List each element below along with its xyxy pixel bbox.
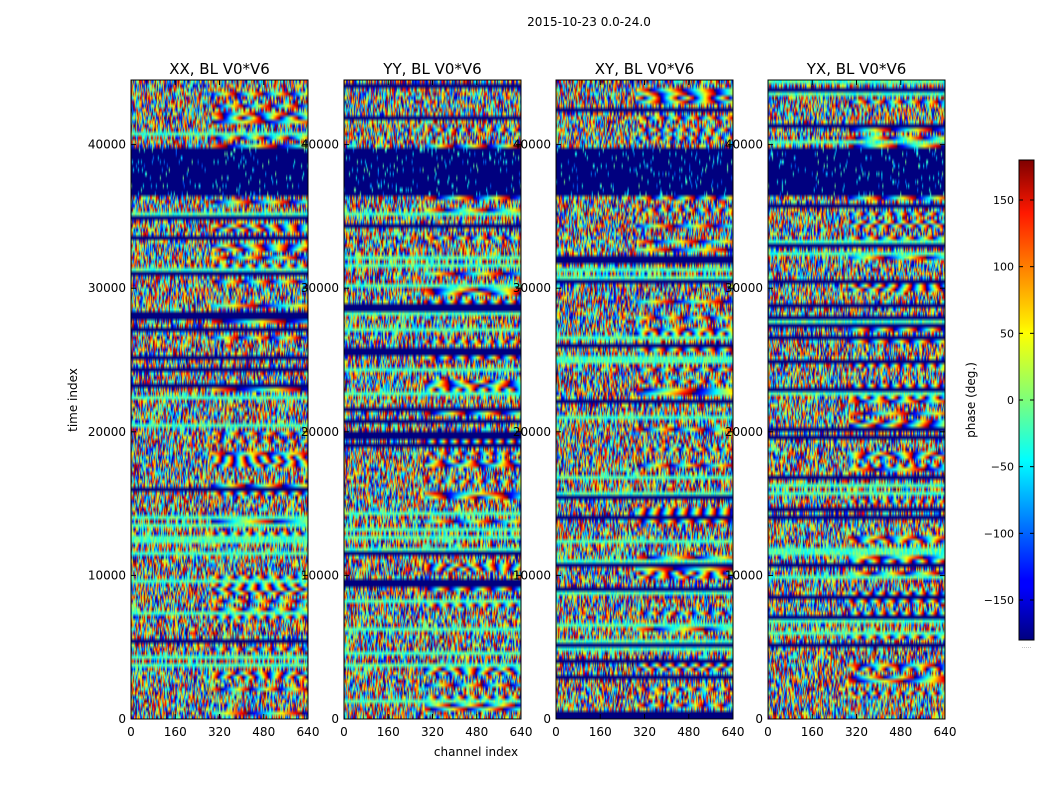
y-tick-label: 20000 — [301, 425, 339, 439]
y-tick-label: 30000 — [301, 281, 339, 295]
y-tick-label: 30000 — [513, 281, 551, 295]
y-tick-label: 40000 — [725, 138, 763, 152]
figure-suptitle: 2015-10-23 0.0-24.0 — [527, 15, 651, 29]
colorbar-tick-label: −150 — [984, 594, 1014, 607]
colorbar-tick-label: −50 — [991, 461, 1014, 474]
panel-title: YY, BL V0*V6 — [382, 60, 481, 78]
x-tick-label: 320 — [633, 725, 656, 739]
y-tick-label: 10000 — [301, 568, 339, 582]
y-tick-label: 20000 — [725, 425, 763, 439]
panel-title: XX, BL V0*V6 — [169, 60, 270, 78]
x-tick-label: 0 — [552, 725, 560, 739]
colorbar-tick-label: 100 — [993, 261, 1014, 274]
x-tick-label: 160 — [377, 725, 400, 739]
y-tick-label: 0 — [118, 712, 126, 726]
y-tick-label: 40000 — [301, 138, 339, 152]
y-tick-label: 10000 — [725, 568, 763, 582]
x-tick-label: 320 — [421, 725, 444, 739]
y-tick-label: 40000 — [88, 138, 126, 152]
x-tick-label: 480 — [465, 725, 488, 739]
y-axis-label: time index — [66, 368, 80, 432]
heatmap-xx — [131, 80, 308, 719]
colorbar-tick-label: −100 — [984, 527, 1014, 540]
x-tick-label: 160 — [801, 725, 824, 739]
x-tick-label: 480 — [889, 725, 912, 739]
colorbar-tick-label: 150 — [993, 194, 1014, 207]
panel-yy: YY, BL V0*V6 0 160 320 480 640 0 10000 20000 3000… — [301, 60, 533, 739]
x-tick-label: 640 — [722, 725, 745, 739]
x-axis-label: channel index — [434, 745, 518, 759]
x-tick-label: 320 — [208, 725, 231, 739]
x-tick-label: 0 — [764, 725, 772, 739]
colorbar-extra-label: ..... — [1022, 643, 1032, 650]
colorbar-tick-label: 0 — [1007, 394, 1014, 407]
x-tick-label: 0 — [127, 725, 135, 739]
heatmap-yx — [768, 80, 945, 719]
x-tick-label: 640 — [934, 725, 957, 739]
colorbar-tick-label: 50 — [1000, 327, 1014, 340]
x-tick-label: 160 — [589, 725, 612, 739]
heatmap-xy — [556, 80, 733, 719]
y-tick-label: 0 — [543, 712, 551, 726]
x-tick-label: 0 — [340, 725, 348, 739]
x-tick-label: 320 — [845, 725, 868, 739]
heatmap-yy — [344, 80, 521, 719]
panel-xy: XY, BL V0*V6 0 160 320 480 640 0 10000 20000 3000… — [513, 60, 745, 739]
y-tick-label: 0 — [755, 712, 763, 726]
x-tick-label: 640 — [297, 725, 320, 739]
y-tick-label: 0 — [331, 712, 339, 726]
panel-xx: XX, BL V0*V6 0 160 320 480 640 0 10000 20000 3000… — [88, 60, 320, 739]
y-tick-label: 20000 — [88, 425, 126, 439]
x-tick-label: 160 — [164, 725, 187, 739]
y-tick-label: 30000 — [88, 281, 126, 295]
panel-title: XY, BL V0*V6 — [595, 60, 695, 78]
y-tick-label: 10000 — [88, 568, 126, 582]
panel-yx: YX, BL V0*V6 0 160 320 480 640 0 10000 20000 3000… — [725, 60, 957, 739]
x-tick-label: 480 — [677, 725, 700, 739]
x-tick-label: 480 — [252, 725, 275, 739]
colorbar: 150 100 50 0 −50 −100 −150 phase (deg.)..... — [964, 159, 1035, 650]
x-tick-label: 640 — [510, 725, 533, 739]
y-tick-label: 20000 — [513, 425, 551, 439]
y-tick-label: 40000 — [513, 138, 551, 152]
y-tick-label: 10000 — [513, 568, 551, 582]
panel-title: YX, BL V0*V6 — [806, 60, 907, 78]
colorbar-label: phase (deg.) — [964, 362, 978, 438]
y-tick-label: 30000 — [725, 281, 763, 295]
